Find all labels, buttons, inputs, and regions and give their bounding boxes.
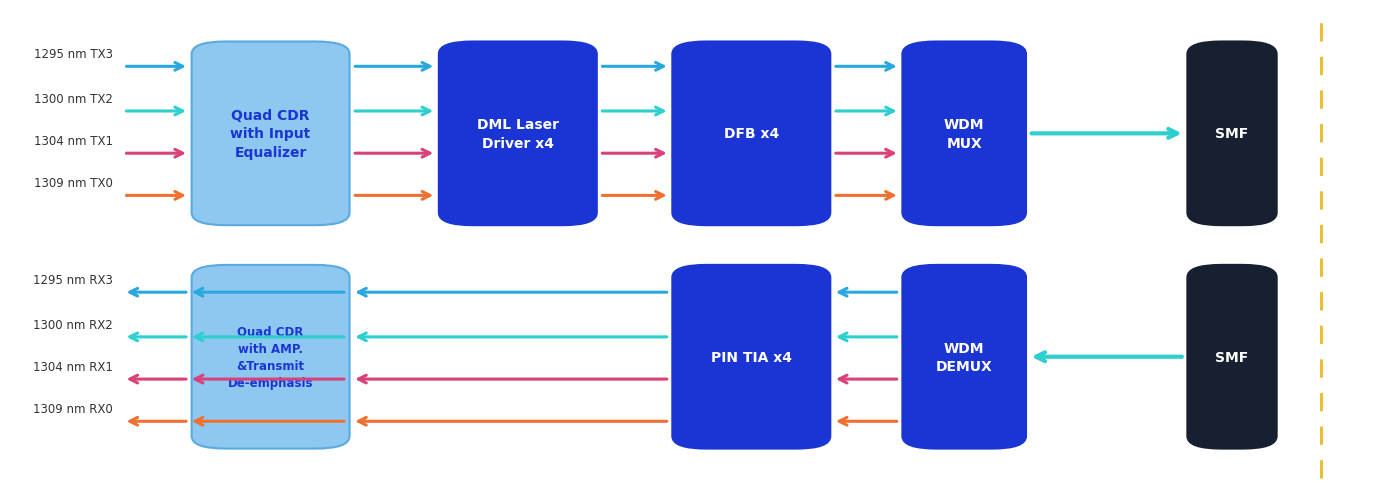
Text: 1304 nm TX1: 1304 nm TX1: [33, 135, 113, 148]
Text: 1309 nm RX0: 1309 nm RX0: [33, 402, 113, 415]
Text: 1309 nm TX0: 1309 nm TX0: [33, 177, 113, 190]
FancyBboxPatch shape: [439, 43, 597, 226]
FancyBboxPatch shape: [902, 266, 1026, 449]
Text: 1295 nm TX3: 1295 nm TX3: [33, 48, 113, 61]
FancyBboxPatch shape: [192, 266, 349, 449]
FancyBboxPatch shape: [673, 43, 830, 226]
FancyBboxPatch shape: [902, 43, 1026, 226]
Text: 1295 nm RX3: 1295 nm RX3: [33, 274, 113, 287]
Text: SMF: SMF: [1215, 127, 1248, 141]
Text: WDM
MUX: WDM MUX: [945, 118, 985, 150]
Text: DML Laser
Driver x4: DML Laser Driver x4: [477, 118, 558, 150]
Text: 1300 nm RX2: 1300 nm RX2: [33, 318, 113, 331]
Text: Quad CDR
with Input
Equalizer: Quad CDR with Input Equalizer: [230, 109, 310, 159]
FancyBboxPatch shape: [1187, 266, 1277, 449]
Text: WDM
DEMUX: WDM DEMUX: [936, 341, 993, 373]
Text: PIN TIA x4: PIN TIA x4: [710, 350, 792, 364]
FancyBboxPatch shape: [192, 43, 349, 226]
Text: 1300 nm TX2: 1300 nm TX2: [33, 93, 113, 106]
Text: DFB x4: DFB x4: [724, 127, 779, 141]
Text: SMF: SMF: [1215, 350, 1248, 364]
Text: Quad CDR
with AMP.
&Transmit
De-emphasis: Quad CDR with AMP. &Transmit De-emphasis: [228, 325, 313, 389]
FancyBboxPatch shape: [1187, 43, 1277, 226]
Text: 1304 nm RX1: 1304 nm RX1: [33, 360, 113, 373]
FancyBboxPatch shape: [673, 266, 830, 449]
